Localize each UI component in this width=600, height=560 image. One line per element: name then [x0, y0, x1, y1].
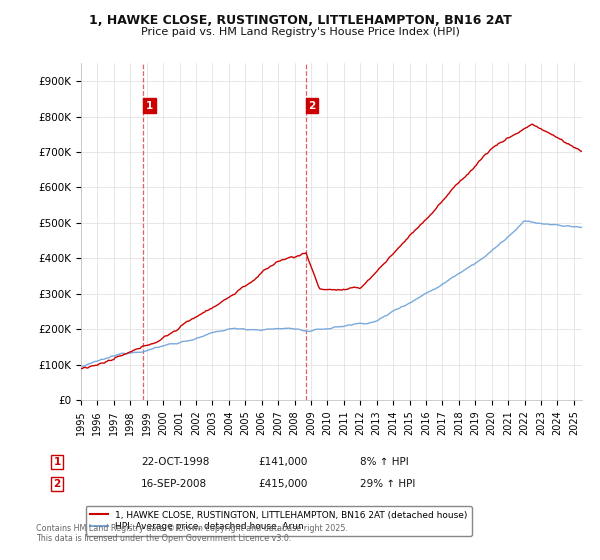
Text: £415,000: £415,000	[258, 479, 307, 489]
Text: Price paid vs. HM Land Registry's House Price Index (HPI): Price paid vs. HM Land Registry's House …	[140, 27, 460, 37]
Legend: 1, HAWKE CLOSE, RUSTINGTON, LITTLEHAMPTON, BN16 2AT (detached house), HPI: Avera: 1, HAWKE CLOSE, RUSTINGTON, LITTLEHAMPTO…	[86, 506, 472, 536]
Text: 2: 2	[53, 479, 61, 489]
Text: 22-OCT-1998: 22-OCT-1998	[141, 457, 209, 467]
Text: 8% ↑ HPI: 8% ↑ HPI	[360, 457, 409, 467]
Text: 29% ↑ HPI: 29% ↑ HPI	[360, 479, 415, 489]
Text: 16-SEP-2008: 16-SEP-2008	[141, 479, 207, 489]
Text: 1, HAWKE CLOSE, RUSTINGTON, LITTLEHAMPTON, BN16 2AT: 1, HAWKE CLOSE, RUSTINGTON, LITTLEHAMPTO…	[89, 14, 511, 27]
Text: 2: 2	[308, 101, 316, 111]
Text: Contains HM Land Registry data © Crown copyright and database right 2025.
This d: Contains HM Land Registry data © Crown c…	[36, 524, 348, 543]
Text: 1: 1	[146, 101, 153, 111]
Text: 1: 1	[53, 457, 61, 467]
Text: £141,000: £141,000	[258, 457, 307, 467]
